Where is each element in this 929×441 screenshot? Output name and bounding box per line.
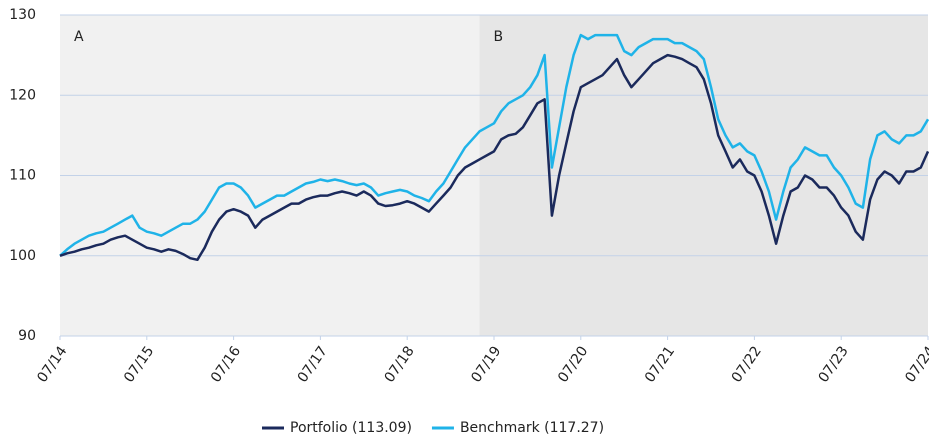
x-tick-label: 07/18 [381,343,417,385]
legend-label: Portfolio (113.09) [290,420,412,436]
region-label: B [494,29,504,45]
y-tick-label: 120 [9,87,36,103]
y-tick-label: 90 [18,328,36,344]
x-tick-label: 07/20 [555,343,591,385]
series-line [59,53,929,262]
x-tick-label: 07/23 [815,343,851,385]
y-tick-label: 100 [9,248,36,264]
y-tick-label: 130 [9,7,36,23]
x-tick-label: 07/17 [295,343,331,385]
legend: Portfolio (113.09) Benchmark (117.27) [262,420,604,436]
x-tick-label: 07/22 [729,343,765,385]
series-line [59,33,929,257]
x-tick-label: 07/14 [34,343,70,385]
legend-label: Benchmark (117.27) [460,420,604,436]
x-tick-label: 07/19 [468,343,504,385]
x-tick-label: 07/24 [902,343,929,385]
x-tick-label: 07/15 [121,343,157,385]
x-tick-label: 07/16 [208,343,244,385]
y-tick-label: 110 [9,168,36,184]
region-label: A [74,29,84,45]
x-tick-label: 07/21 [642,343,678,385]
